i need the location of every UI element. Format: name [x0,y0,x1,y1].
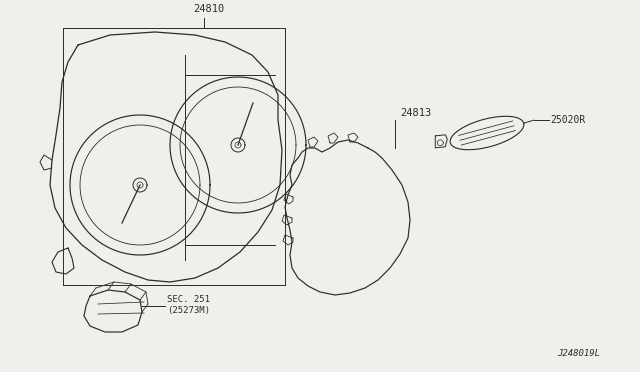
Text: 24813: 24813 [400,108,431,118]
Text: SEC. 251
(25273M): SEC. 251 (25273M) [167,295,210,315]
Text: 25020R: 25020R [550,115,586,125]
Text: 24810: 24810 [193,4,225,14]
Text: J248019L: J248019L [557,349,600,358]
